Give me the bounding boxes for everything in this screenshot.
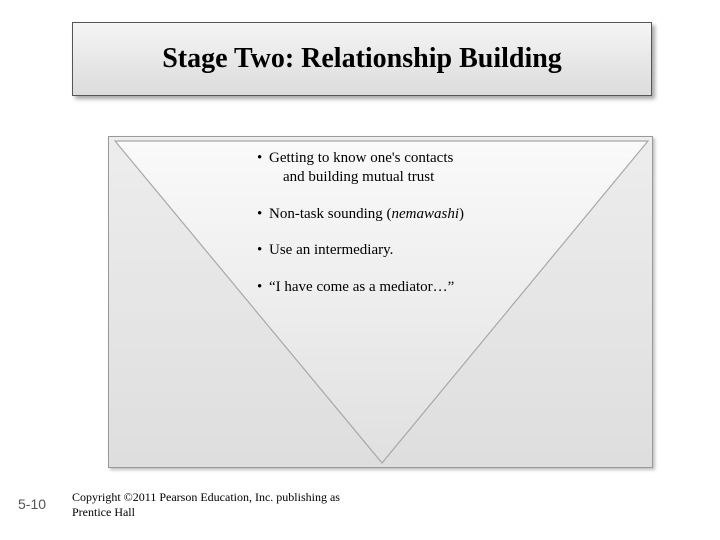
bullet-icon: • [257, 205, 269, 224]
bullet-list: • Getting to know one's contacts and bui… [257, 149, 597, 315]
bullet-text: Non-task sounding (nemawashi) [269, 205, 597, 224]
bullet-item: • Getting to know one's contacts and bui… [257, 149, 597, 187]
bullet-text: “I have come as a mediator…” [269, 278, 597, 297]
bullet-item: • “I have come as a mediator…” [257, 278, 597, 297]
slide-title: Stage Two: Relationship Building [162, 43, 562, 75]
bullet-item: • Use an intermediary. [257, 241, 597, 260]
title-box: Stage Two: Relationship Building [72, 22, 652, 96]
bullet-text: Use an intermediary. [269, 241, 597, 260]
bullet-icon: • [257, 241, 269, 260]
bullet-text: Getting to know one's contacts and build… [269, 149, 597, 187]
diagram-box: • Getting to know one's contacts and bui… [108, 136, 653, 468]
page-number: 5-10 [18, 496, 46, 512]
bullet-icon: • [257, 149, 269, 187]
bullet-icon: • [257, 278, 269, 297]
copyright-text: Copyright ©2011 Pearson Education, Inc. … [72, 490, 340, 520]
bullet-item: • Non-task sounding (nemawashi) [257, 205, 597, 224]
